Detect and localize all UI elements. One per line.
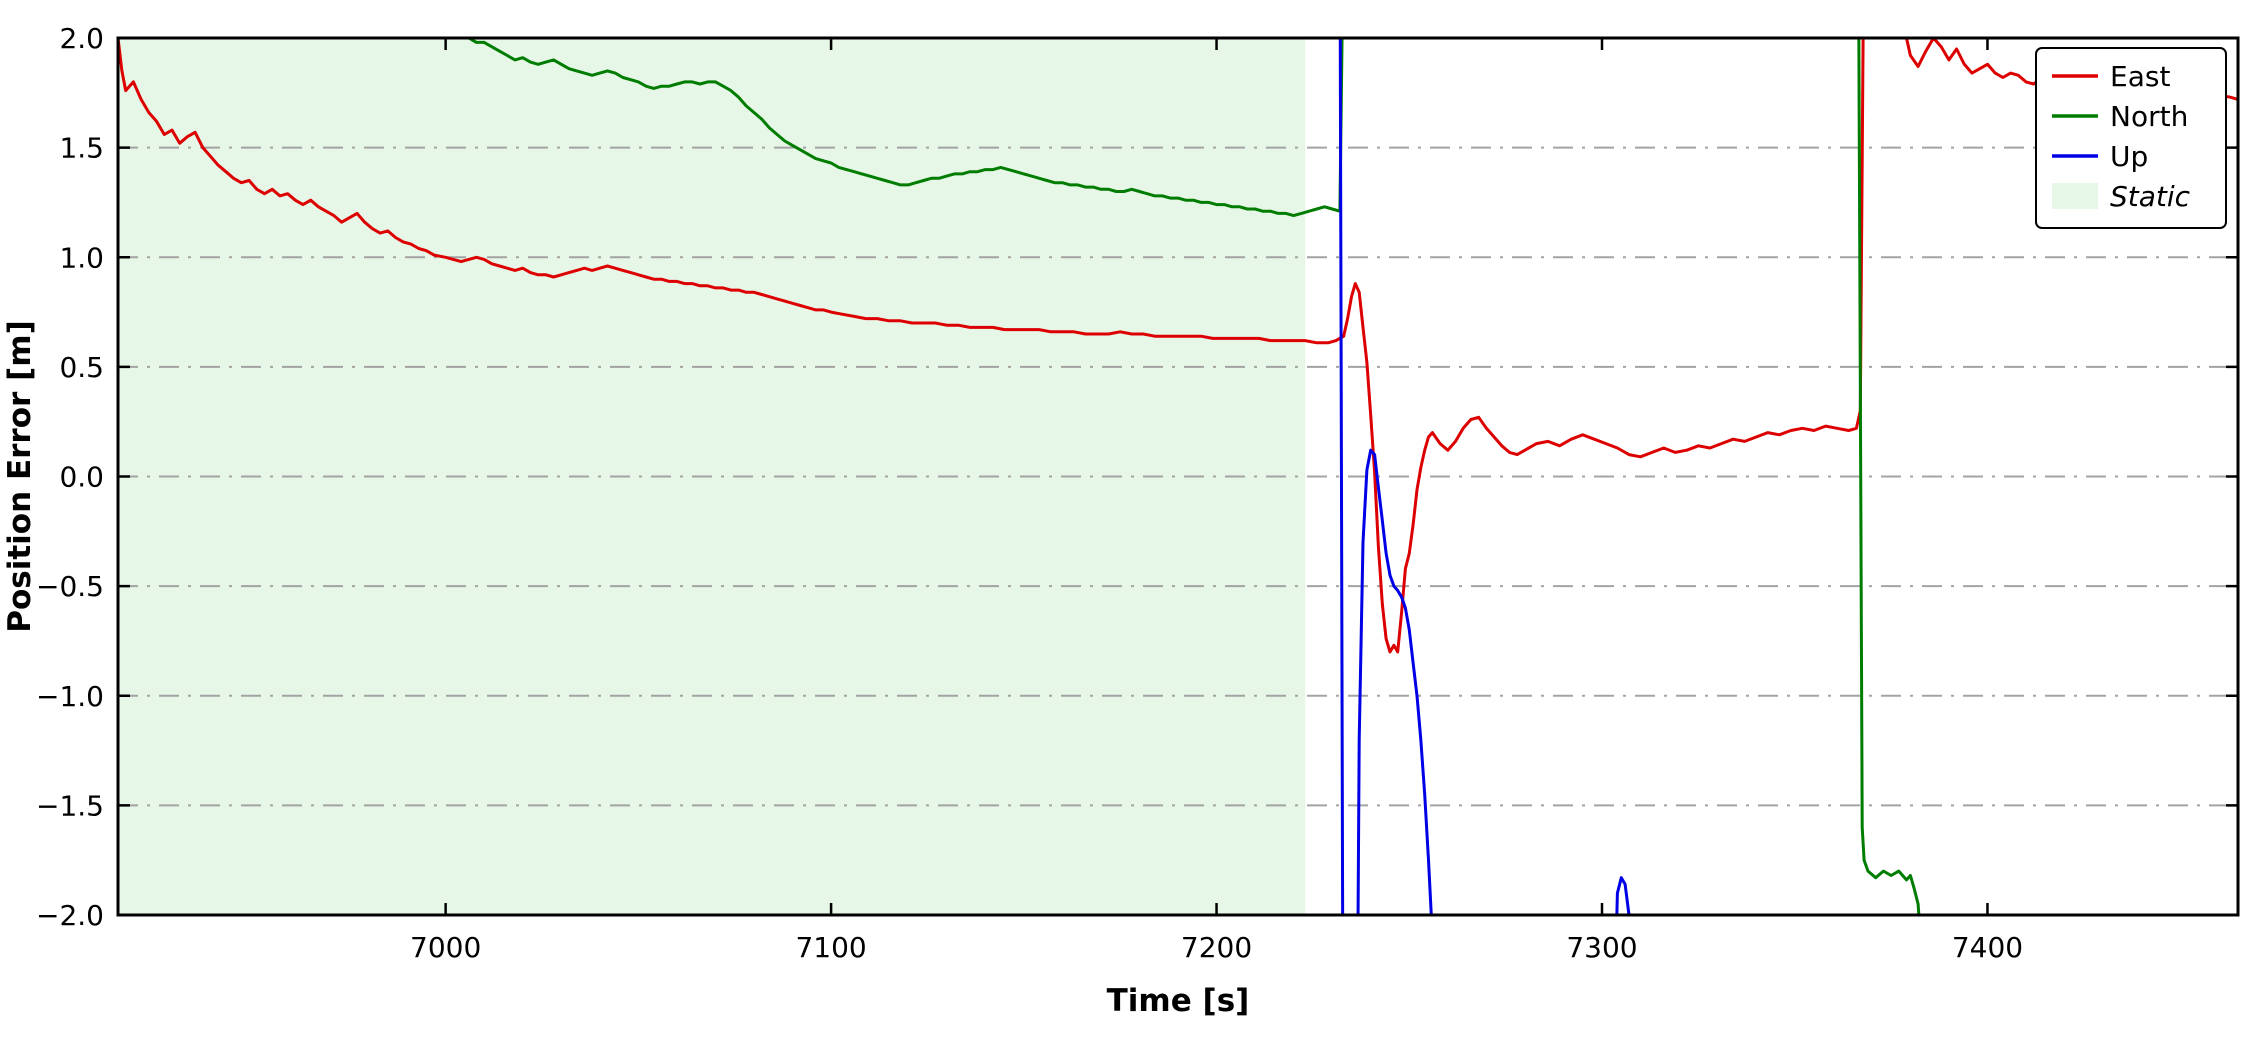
y-tick-label: −0.5 bbox=[36, 570, 104, 603]
axis-ticks bbox=[118, 36, 2238, 917]
y-tick-label: 2.0 bbox=[59, 22, 104, 55]
x-tick-label: 7400 bbox=[1952, 931, 2023, 964]
y-tick-label: −1.0 bbox=[36, 680, 104, 713]
y-axis-label: Position Error [m] bbox=[2, 320, 38, 632]
legend-entry-east: East bbox=[2052, 60, 2170, 93]
y-tick-label: −1.5 bbox=[36, 789, 104, 822]
y-tick-label: 1.5 bbox=[59, 132, 104, 165]
y-tick-label: 0.0 bbox=[59, 461, 104, 494]
y-tick-label: 0.5 bbox=[59, 351, 104, 384]
grid bbox=[118, 146, 2238, 807]
legend-label: North bbox=[2110, 100, 2188, 133]
series-up-line bbox=[1615, 876, 1631, 915]
legend-entry-static: Static bbox=[2052, 180, 2191, 213]
plot-area bbox=[118, 38, 2238, 915]
x-tick-label: 7300 bbox=[1566, 931, 1637, 964]
series-east-line bbox=[118, 38, 2238, 654]
x-tick-label: 7200 bbox=[1181, 931, 1252, 964]
x-tick-label: 7000 bbox=[410, 931, 481, 964]
series-north-line bbox=[465, 38, 1344, 218]
series-up-line bbox=[1356, 448, 1433, 915]
legend-label: East bbox=[2110, 60, 2170, 93]
series-up-line bbox=[1338, 38, 1345, 915]
legend-entry-north: North bbox=[2052, 100, 2188, 133]
legend-label: Up bbox=[2110, 140, 2148, 173]
series-north-line bbox=[1857, 38, 1921, 915]
y-tick-label: 1.0 bbox=[59, 241, 104, 274]
x-axis-label: Time [s] bbox=[1107, 983, 1250, 1019]
y-tick-label: −2.0 bbox=[36, 899, 104, 932]
legend-entry-up: Up bbox=[2052, 140, 2148, 173]
legend-patch-sample bbox=[2052, 183, 2098, 209]
legend-label: Static bbox=[2110, 180, 2191, 213]
x-tick-label: 7100 bbox=[795, 931, 866, 964]
legend: East North Up Static bbox=[2035, 47, 2227, 229]
